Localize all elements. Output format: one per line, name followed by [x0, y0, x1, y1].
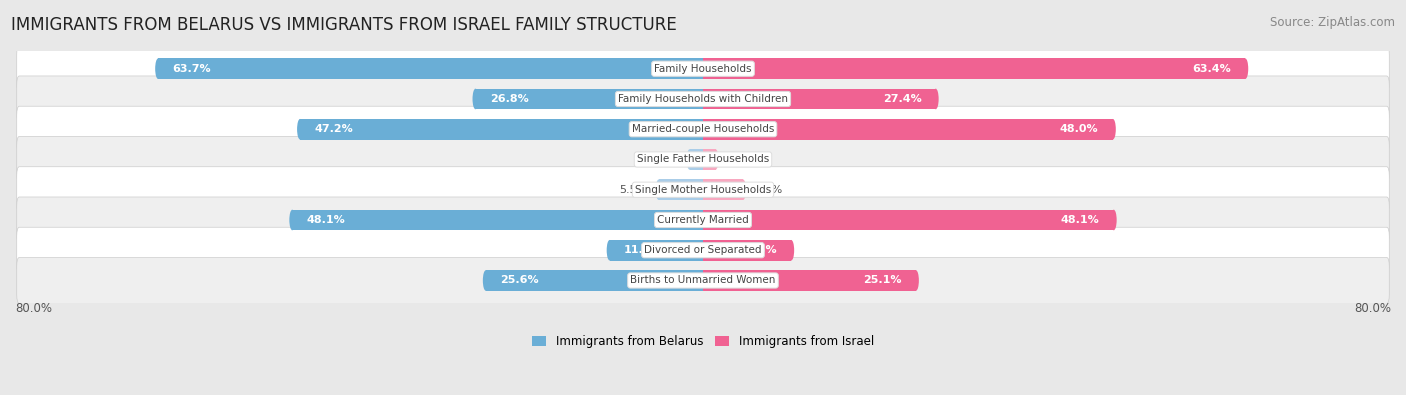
Text: 1.9%: 1.9% [650, 154, 678, 164]
Circle shape [686, 149, 693, 170]
Text: Single Mother Households: Single Mother Households [636, 185, 770, 195]
Text: Family Households: Family Households [654, 64, 752, 74]
Text: 10.6%: 10.6% [738, 245, 778, 255]
FancyBboxPatch shape [17, 167, 1389, 213]
Bar [703, 58, 1246, 79]
Bar [292, 210, 703, 230]
Bar [299, 119, 703, 139]
FancyBboxPatch shape [17, 258, 1389, 303]
Circle shape [155, 58, 162, 79]
Text: Single Father Households: Single Father Households [637, 154, 769, 164]
Circle shape [1111, 210, 1116, 230]
Bar [658, 179, 703, 200]
Circle shape [1109, 119, 1116, 139]
Text: 11.2%: 11.2% [624, 245, 662, 255]
Bar [703, 210, 1114, 230]
Text: Currently Married: Currently Married [657, 215, 749, 225]
Text: Family Households with Children: Family Households with Children [619, 94, 787, 104]
Text: 1.8%: 1.8% [727, 154, 755, 164]
Bar [485, 270, 703, 291]
Text: 25.6%: 25.6% [501, 275, 538, 286]
Text: 63.4%: 63.4% [1192, 64, 1232, 74]
FancyBboxPatch shape [17, 197, 1389, 243]
FancyBboxPatch shape [17, 76, 1389, 122]
Bar [610, 240, 703, 261]
Text: IMMIGRANTS FROM BELARUS VS IMMIGRANTS FROM ISRAEL FAMILY STRUCTURE: IMMIGRANTS FROM BELARUS VS IMMIGRANTS FR… [11, 16, 678, 34]
Text: 27.4%: 27.4% [883, 94, 921, 104]
Circle shape [713, 149, 718, 170]
Text: 80.0%: 80.0% [15, 302, 52, 315]
Bar [703, 88, 936, 109]
Bar [703, 270, 915, 291]
Circle shape [789, 240, 794, 261]
FancyBboxPatch shape [17, 46, 1389, 92]
FancyBboxPatch shape [17, 137, 1389, 182]
Text: 48.1%: 48.1% [1060, 215, 1099, 225]
Circle shape [606, 240, 613, 261]
Text: Source: ZipAtlas.com: Source: ZipAtlas.com [1270, 16, 1395, 29]
Text: 48.0%: 48.0% [1060, 124, 1098, 134]
Bar [703, 149, 716, 170]
Text: 5.5%: 5.5% [619, 185, 647, 195]
Text: 25.1%: 25.1% [863, 275, 901, 286]
Circle shape [472, 88, 478, 109]
Bar [703, 240, 792, 261]
FancyBboxPatch shape [17, 106, 1389, 152]
Circle shape [1243, 58, 1249, 79]
Bar [703, 119, 1114, 139]
Circle shape [482, 270, 489, 291]
Circle shape [655, 179, 662, 200]
Text: 48.1%: 48.1% [307, 215, 346, 225]
Bar [157, 58, 703, 79]
Text: Married-couple Households: Married-couple Households [631, 124, 775, 134]
Circle shape [912, 270, 920, 291]
Circle shape [740, 179, 747, 200]
Bar [689, 149, 703, 170]
Text: Births to Unmarried Women: Births to Unmarried Women [630, 275, 776, 286]
Circle shape [932, 88, 939, 109]
Text: Divorced or Separated: Divorced or Separated [644, 245, 762, 255]
Bar [703, 179, 744, 200]
Circle shape [290, 210, 295, 230]
Text: 26.8%: 26.8% [489, 94, 529, 104]
Circle shape [297, 119, 302, 139]
Text: 63.7%: 63.7% [173, 64, 211, 74]
FancyBboxPatch shape [17, 227, 1389, 273]
Text: 5.0%: 5.0% [755, 185, 783, 195]
Legend: Immigrants from Belarus, Immigrants from Israel: Immigrants from Belarus, Immigrants from… [527, 331, 879, 353]
Text: 80.0%: 80.0% [1354, 302, 1391, 315]
Text: 47.2%: 47.2% [315, 124, 353, 134]
Bar [475, 88, 703, 109]
